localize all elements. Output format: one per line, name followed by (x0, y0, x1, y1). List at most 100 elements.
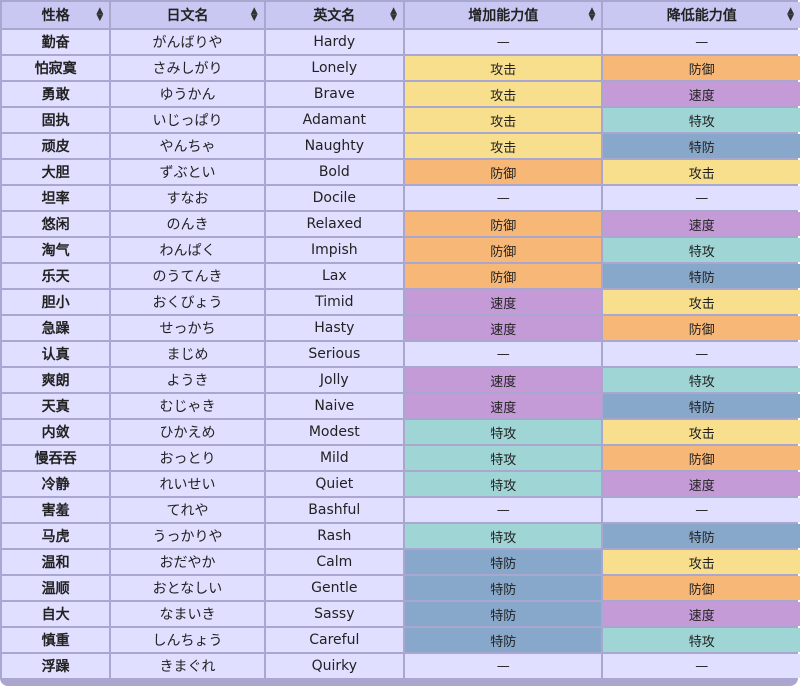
increased-stat-cell: — (404, 186, 602, 210)
increased-stat-cell: — (404, 654, 602, 678)
decreased-stat-cell: 特防 (603, 264, 800, 288)
increased-stat-cell: 防御 (404, 212, 602, 236)
sort-icon[interactable]: ▲ ▼ (96, 6, 104, 23)
column-header-japanese-name[interactable]: 日文名 ▲ ▼ (111, 2, 264, 28)
decreased-stat-cell: 防御 (603, 316, 800, 340)
increased-stat-cell: 特防 (404, 602, 602, 626)
english-name-cell: Naughty (265, 134, 403, 158)
nature-cell: 怕寂寞 (2, 56, 110, 80)
table-row: 天真 むじゃき Naive 速度 特防 (2, 394, 800, 418)
japanese-name-cell: いじっぱり (111, 108, 264, 132)
japanese-name-cell: れいせい (111, 472, 264, 496)
increased-stat-cell: 特攻 (404, 446, 602, 470)
column-header-increased-stat[interactable]: 增加能力值 ▲ ▼ (404, 2, 602, 28)
sort-icon[interactable]: ▲ ▼ (250, 6, 258, 23)
table-row: 乐天 のうてんき Lax 防御 特防 (2, 264, 800, 288)
increased-stat-cell: 特防 (404, 550, 602, 574)
nature-cell: 温顺 (2, 576, 110, 600)
nature-cell: 害羞 (2, 498, 110, 522)
table-row: 勤奋 がんばりや Hardy — — (2, 30, 800, 54)
table-row: 大胆 ずぶとい Bold 防御 攻击 (2, 160, 800, 184)
increased-stat-cell: 攻击 (404, 82, 602, 106)
english-name-cell: Lax (265, 264, 403, 288)
increased-stat-cell: 速度 (404, 394, 602, 418)
table-row: 悠闲 のんき Relaxed 防御 速度 (2, 212, 800, 236)
decreased-stat-cell: 特攻 (603, 368, 800, 392)
column-header-nature[interactable]: 性格 ▲ ▼ (2, 2, 110, 28)
japanese-name-cell: しんちょう (111, 628, 264, 652)
nature-cell: 胆小 (2, 290, 110, 314)
english-name-cell: Mild (265, 446, 403, 470)
sort-icon[interactable]: ▲ ▼ (588, 6, 596, 23)
decreased-stat-cell: 特攻 (603, 108, 800, 132)
table-row: 爽朗 ようき Jolly 速度 特攻 (2, 368, 800, 392)
increased-stat-cell: 速度 (404, 368, 602, 392)
increased-stat-cell: 特防 (404, 576, 602, 600)
english-name-cell: Quirky (265, 654, 403, 678)
nature-cell: 淘气 (2, 238, 110, 262)
english-name-cell: Jolly (265, 368, 403, 392)
decreased-stat-cell: 攻击 (603, 420, 800, 444)
japanese-name-cell: むじゃき (111, 394, 264, 418)
decreased-stat-cell: — (603, 186, 800, 210)
japanese-name-cell: ようき (111, 368, 264, 392)
english-name-cell: Impish (265, 238, 403, 262)
column-header-label: 降低能力值 (666, 8, 737, 24)
table-row: 浮躁 きまぐれ Quirky — — (2, 654, 800, 678)
decreased-stat-cell: 特防 (603, 394, 800, 418)
decreased-stat-cell: 速度 (603, 212, 800, 236)
increased-stat-cell: — (404, 498, 602, 522)
japanese-name-cell: がんばりや (111, 30, 264, 54)
japanese-name-cell: ずぶとい (111, 160, 264, 184)
column-header-label: 增加能力值 (468, 8, 539, 24)
table-row: 温顺 おとなしい Gentle 特防 防御 (2, 576, 800, 600)
column-header-decreased-stat[interactable]: 降低能力值 ▲ ▼ (603, 2, 800, 28)
increased-stat-cell: 防御 (404, 238, 602, 262)
increased-stat-cell: 特攻 (404, 524, 602, 548)
decreased-stat-cell: 速度 (603, 82, 800, 106)
english-name-cell: Timid (265, 290, 403, 314)
table-row: 顽皮 やんちゃ Naughty 攻击 特防 (2, 134, 800, 158)
nature-cell: 慎重 (2, 628, 110, 652)
english-name-cell: Docile (265, 186, 403, 210)
japanese-name-cell: すなお (111, 186, 264, 210)
decreased-stat-cell: 特攻 (603, 628, 800, 652)
english-name-cell: Bold (265, 160, 403, 184)
table-row: 认真 まじめ Serious — — (2, 342, 800, 366)
nature-cell: 悠闲 (2, 212, 110, 236)
english-name-cell: Careful (265, 628, 403, 652)
column-header-english-name[interactable]: 英文名 ▲ ▼ (265, 2, 403, 28)
sort-icon[interactable]: ▲ ▼ (787, 6, 794, 23)
nature-cell: 勇敢 (2, 82, 110, 106)
decreased-stat-cell: 速度 (603, 602, 800, 626)
nature-cell: 顽皮 (2, 134, 110, 158)
table-row: 胆小 おくびょう Timid 速度 攻击 (2, 290, 800, 314)
japanese-name-cell: うっかりや (111, 524, 264, 548)
decreased-stat-cell: — (603, 342, 800, 366)
english-name-cell: Hardy (265, 30, 403, 54)
increased-stat-cell: 防御 (404, 160, 602, 184)
nature-cell: 乐天 (2, 264, 110, 288)
japanese-name-cell: やんちゃ (111, 134, 264, 158)
table-row: 马虎 うっかりや Rash 特攻 特防 (2, 524, 800, 548)
english-name-cell: Naive (265, 394, 403, 418)
nature-cell: 马虎 (2, 524, 110, 548)
english-name-cell: Gentle (265, 576, 403, 600)
decreased-stat-cell: 防御 (603, 576, 800, 600)
nature-cell: 认真 (2, 342, 110, 366)
english-name-cell: Rash (265, 524, 403, 548)
english-name-cell: Quiet (265, 472, 403, 496)
sort-icon[interactable]: ▲ ▼ (390, 6, 397, 23)
increased-stat-cell: 特攻 (404, 472, 602, 496)
decreased-stat-cell: 攻击 (603, 550, 800, 574)
english-name-cell: Modest (265, 420, 403, 444)
nature-cell: 温和 (2, 550, 110, 574)
table-row: 勇敢 ゆうかん Brave 攻击 速度 (2, 82, 800, 106)
increased-stat-cell: 攻击 (404, 56, 602, 80)
decreased-stat-cell: 防御 (603, 56, 800, 80)
nature-cell: 冷静 (2, 472, 110, 496)
japanese-name-cell: おっとり (111, 446, 264, 470)
table-row: 自大 なまいき Sassy 特防 速度 (2, 602, 800, 626)
english-name-cell: Sassy (265, 602, 403, 626)
